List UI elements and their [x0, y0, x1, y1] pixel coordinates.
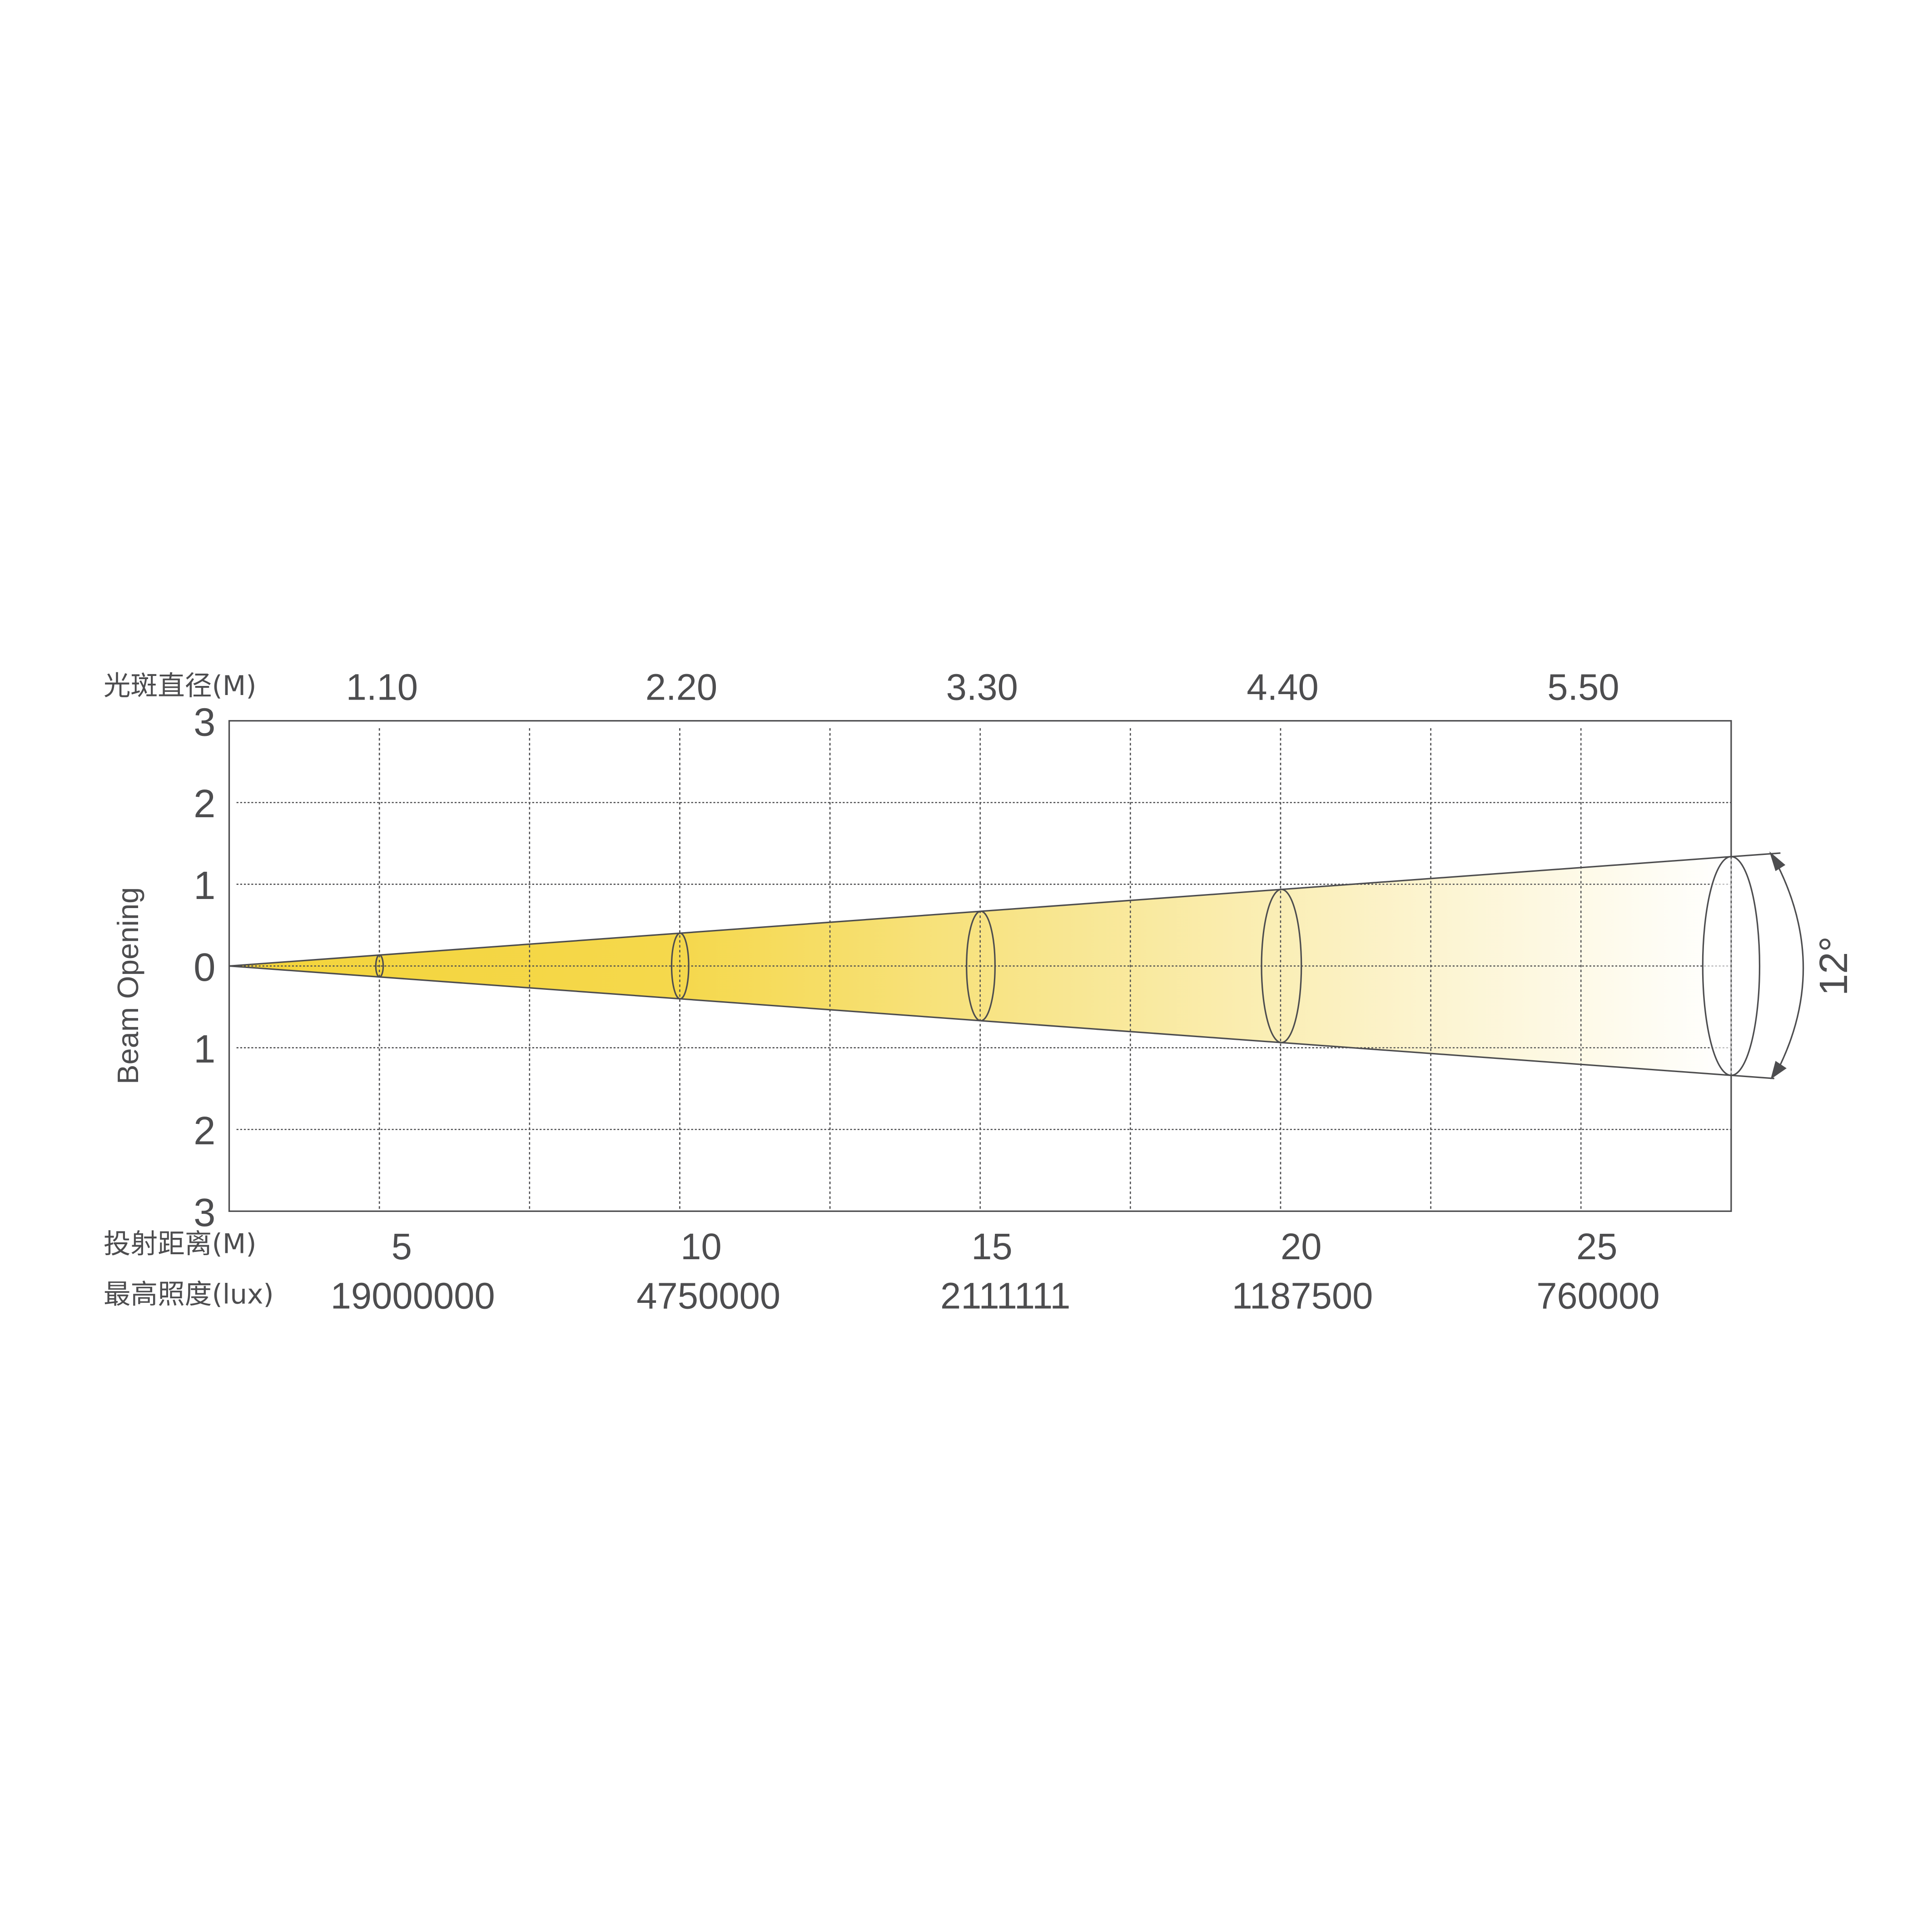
distance-label: 25	[1576, 1226, 1618, 1267]
beam-cross-section	[375, 954, 384, 978]
beam-edge-upper	[229, 852, 1781, 967]
beam-marks	[229, 728, 1804, 1212]
grid-overlay	[236, 728, 1732, 1212]
diameter-label: 4.40	[1247, 667, 1318, 708]
beam-cross-section	[966, 910, 996, 1022]
y-tick-label: 0	[194, 945, 215, 989]
y-tick-label: 1	[194, 864, 215, 908]
diameter-label: 5.50	[1547, 667, 1619, 708]
diameter-label: 1.10	[346, 667, 418, 708]
arrow-head-up	[1769, 851, 1786, 871]
arrow-head-down	[1770, 1061, 1787, 1080]
y-tick-label: 3	[194, 1191, 215, 1235]
lux-label: 2111111	[940, 1276, 1071, 1317]
diameter-label: 2.20	[646, 667, 717, 708]
y-axis-label: Beam Opening	[111, 887, 144, 1084]
distance-label: 15	[971, 1226, 1012, 1267]
lux-label: 19000000	[331, 1276, 495, 1317]
lux-label: 1187500	[1232, 1276, 1373, 1317]
y-tick-label: 1	[194, 1027, 215, 1071]
lux-label: 760000	[1536, 1276, 1660, 1317]
y-tick-label: 2	[194, 782, 215, 826]
distance-label: 10	[680, 1226, 721, 1267]
distance-label: 5	[392, 1226, 412, 1267]
beam-cross-section	[1261, 889, 1302, 1043]
distance-row-label: 投射距离(M)	[104, 1228, 257, 1260]
lux-row-label: 最高照度(lux)	[104, 1279, 274, 1311]
lux-label: 4750000	[636, 1276, 780, 1317]
diameter-row-label: 光斑直径(M)	[104, 670, 257, 702]
distance-label: 20	[1281, 1226, 1322, 1267]
y-tick-label: 2	[194, 1109, 215, 1153]
beam-cross-section	[670, 932, 690, 1000]
y-tick-label: 3	[194, 700, 215, 744]
beam-angle-arc	[1773, 858, 1804, 1073]
beam-edge-lower	[229, 965, 1774, 1079]
beam-angle-label: 12°	[1812, 936, 1856, 996]
diameter-label: 3.30	[946, 667, 1018, 708]
